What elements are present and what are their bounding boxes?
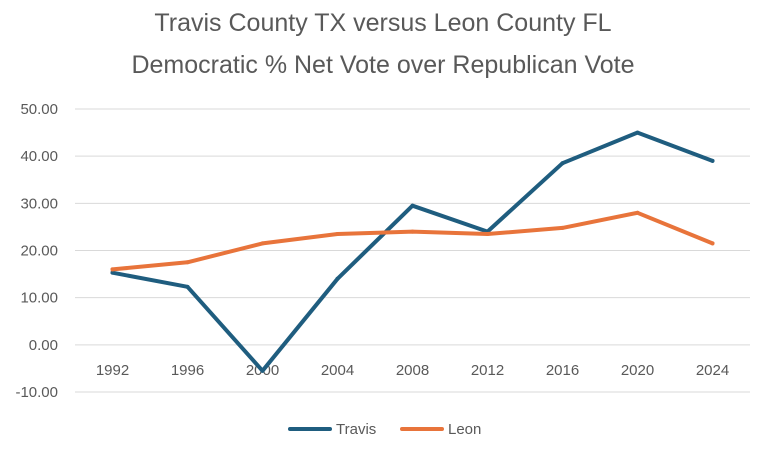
legend-label-leon: Leon [448,421,481,438]
series-line-travis [110,130,715,373]
data-point-travis [335,276,340,281]
data-point-leon [635,210,640,215]
data-point-leon [335,231,340,236]
series-line-leon [110,210,715,272]
x-tick-label: 1996 [171,362,204,379]
x-tick-label: 1992 [96,362,129,379]
data-point-leon [410,229,415,234]
data-point-travis [710,158,715,163]
data-point-travis [410,203,415,208]
data-point-travis [560,161,565,166]
x-tick-label: 2024 [696,362,729,379]
y-tick-label: 20.00 [20,243,58,260]
y-tick-label: 0.00 [29,337,58,354]
data-point-travis [185,284,190,289]
data-point-leon [560,225,565,230]
x-tick-label: 2016 [546,362,579,379]
x-tick-label: 2004 [321,362,354,379]
data-point-travis [110,270,115,275]
data-point-travis [635,130,640,135]
x-tick-label: 2012 [471,362,504,379]
data-point-leon [110,267,115,272]
y-tick-label: 50.00 [20,101,58,118]
x-tick-label: 2008 [396,362,429,379]
chart-title-line-2: Democratic % Net Vote over Republican Vo… [131,51,635,79]
x-tick-label: 2020 [621,362,654,379]
data-point-travis [260,368,265,373]
y-tick-label: -10.00 [15,384,58,401]
legend-label-travis: Travis [336,421,376,438]
chart-title-line-1: Travis County TX versus Leon County FL [154,9,612,37]
data-point-leon [485,231,490,236]
data-point-leon [185,260,190,265]
data-point-leon [710,241,715,246]
y-tick-label: 40.00 [20,148,58,165]
y-tick-label: 10.00 [20,290,58,307]
y-tick-label: 30.00 [20,195,58,212]
data-point-leon [260,241,265,246]
